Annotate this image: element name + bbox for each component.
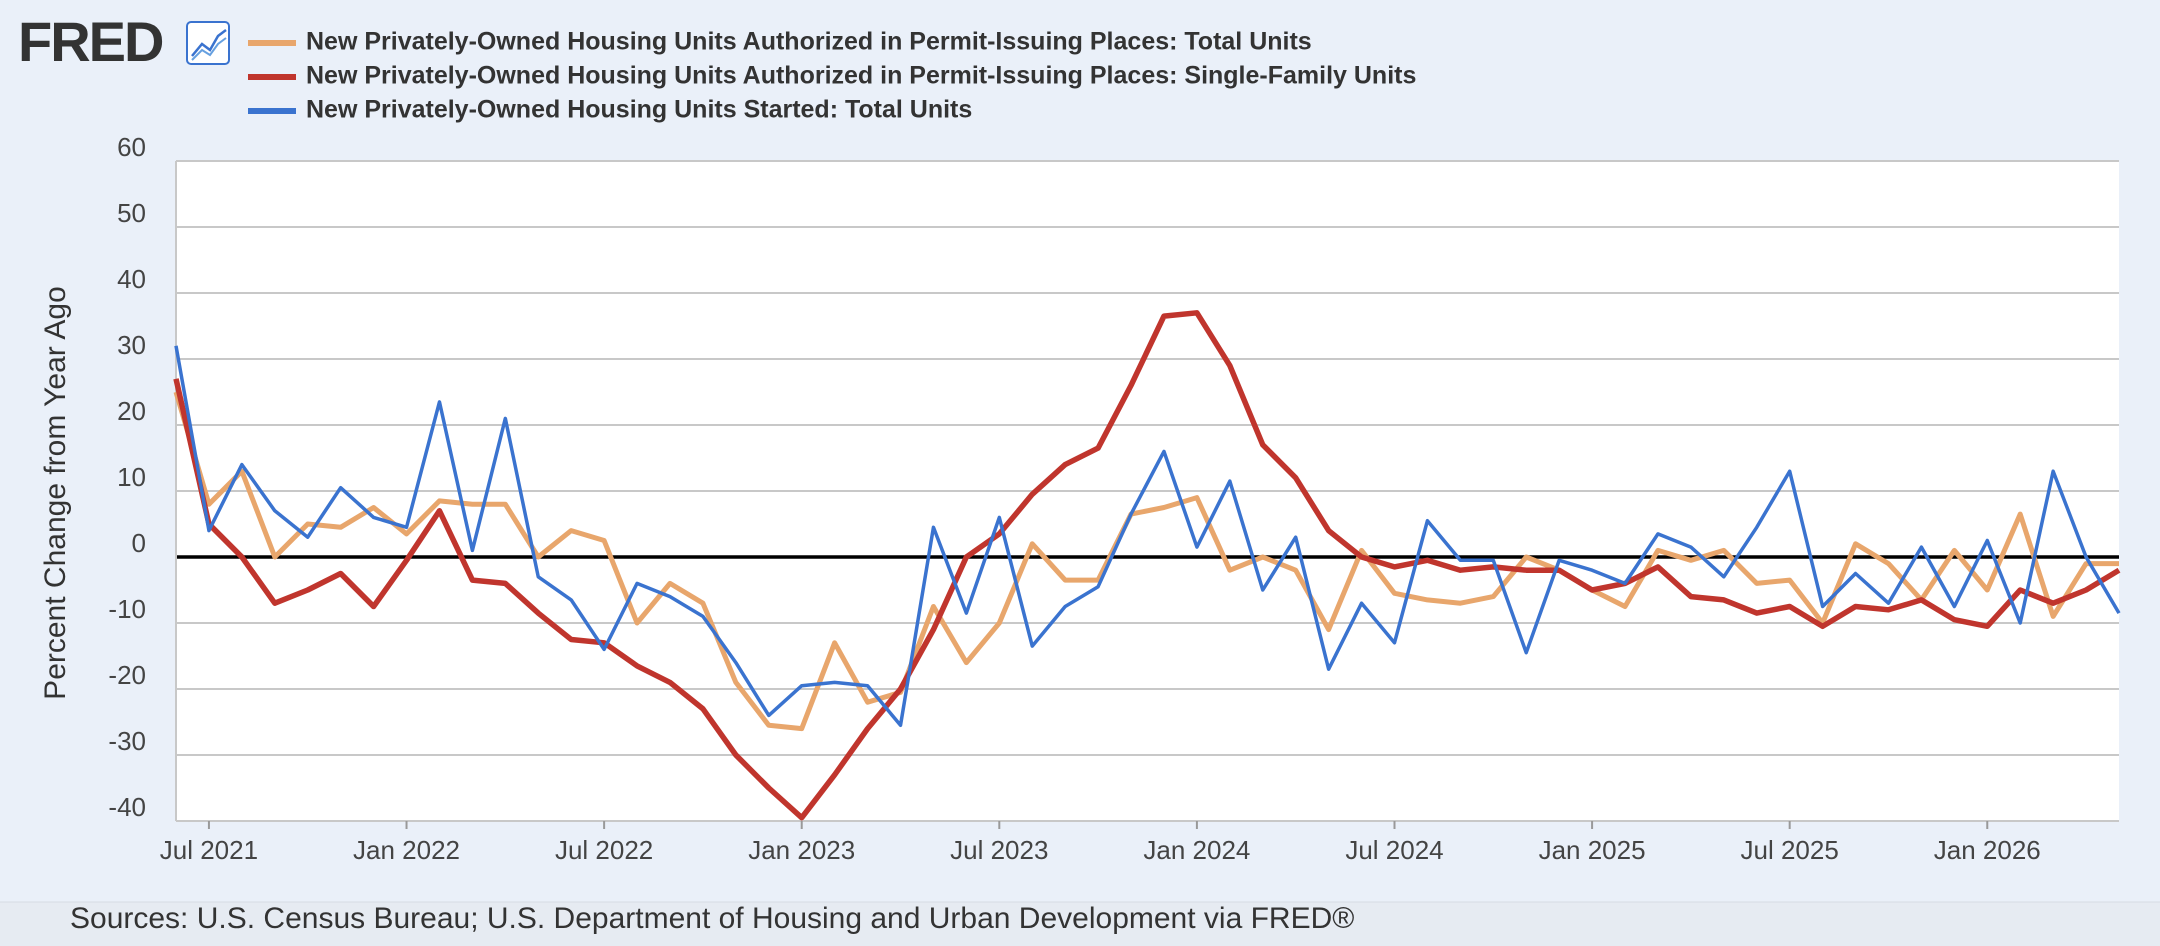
y-tick-label: 0	[132, 528, 146, 558]
x-tick-label: Jan 2025	[1539, 835, 1646, 865]
y-tick-label: -20	[108, 660, 146, 690]
x-tick-label: Jan 2023	[748, 835, 855, 865]
y-tick-label: 40	[117, 264, 146, 294]
logo-icon	[186, 21, 230, 65]
x-tick-label: Jan 2022	[353, 835, 460, 865]
x-tick-label: Jul 2021	[160, 835, 258, 865]
legend-label: New Privately-Owned Housing Units Author…	[306, 62, 1416, 90]
x-tick-label: Jan 2026	[1934, 835, 2041, 865]
y-tick-label: -30	[108, 726, 146, 756]
y-tick-label: 50	[117, 198, 146, 228]
legend-label: New Privately-Owned Housing Units Starte…	[306, 96, 972, 124]
y-tick-label: 20	[117, 396, 146, 426]
footer-band	[0, 902, 2160, 946]
series-line	[173, 391, 2119, 732]
y-tick-label: 30	[117, 330, 146, 360]
x-tick-label: Jul 2024	[1345, 835, 1443, 865]
legend-label: New Privately-Owned Housing Units Author…	[306, 28, 1312, 56]
y-tick-label: 60	[117, 132, 146, 162]
y-tick-label: -40	[108, 792, 146, 822]
x-tick-label: Jan 2024	[1143, 835, 1250, 865]
y-tick-label: -10	[108, 594, 146, 624]
y-tick-label: 10	[117, 462, 146, 492]
series-line	[173, 310, 2121, 821]
y-axis-label: Percent Change from Year Ago	[39, 286, 72, 700]
x-tick-label: Jul 2023	[950, 835, 1048, 865]
x-tick-label: Jul 2025	[1741, 835, 1839, 865]
logo: FRED	[18, 10, 163, 73]
series-line	[174, 345, 2121, 728]
x-tick-label: Jul 2022	[555, 835, 653, 865]
source: Sources: U.S. Census Bureau; U.S. Depart…	[70, 902, 1354, 935]
